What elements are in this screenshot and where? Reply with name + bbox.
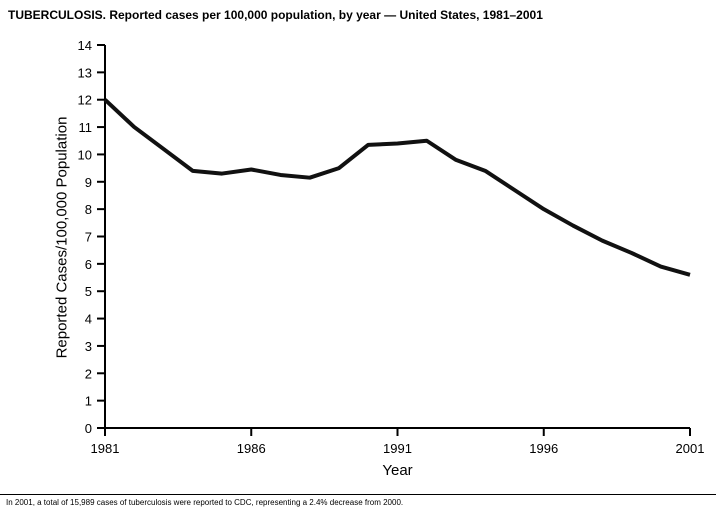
x-tick-label: 1981 (91, 441, 120, 456)
x-tick-label: 2001 (676, 441, 705, 456)
y-tick-label: 2 (85, 366, 92, 381)
y-tick-label: 7 (85, 230, 92, 245)
x-tick-label: 1996 (529, 441, 558, 456)
tb-rate-series-line (103, 98, 691, 277)
y-tick-label: 0 (85, 421, 92, 436)
footnote-text: In 2001, a total of 15,989 cases of tube… (0, 494, 716, 507)
y-tick-label: 6 (85, 257, 92, 272)
y-tick-label: 11 (79, 120, 93, 135)
y-tick-label: 13 (78, 65, 92, 80)
y-tick-label: 9 (85, 175, 92, 190)
y-tick-label: 3 (85, 339, 92, 354)
y-tick-label: 12 (78, 93, 92, 108)
x-tick-label: 1986 (237, 441, 266, 456)
y-tick-label: 4 (85, 312, 92, 327)
chart-title: TUBERCULOSIS. Reported cases per 100,000… (8, 8, 543, 22)
y-tick-label: 10 (78, 147, 92, 162)
y-tick-label: 14 (78, 38, 92, 53)
x-axis-label: Year (382, 462, 413, 479)
y-tick-label: 1 (85, 394, 92, 409)
x-tick-label: 1991 (383, 441, 412, 456)
y-tick-label: 8 (85, 202, 92, 217)
y-tick-label: 5 (85, 284, 92, 299)
